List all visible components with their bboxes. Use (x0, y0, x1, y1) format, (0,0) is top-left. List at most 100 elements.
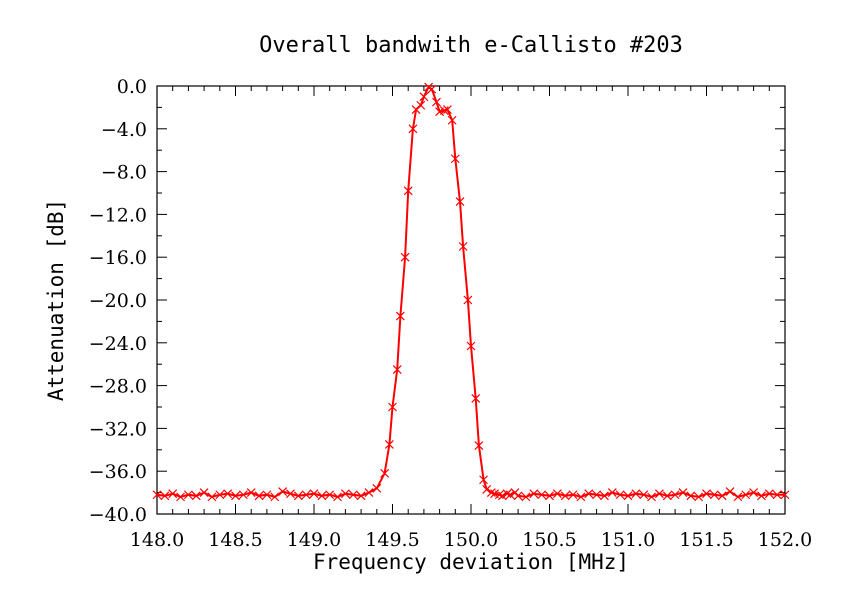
data-point (199, 488, 209, 498)
data-point (160, 491, 170, 501)
data-point (439, 106, 449, 116)
y-tick-label: −28.0 (89, 376, 147, 398)
chart-title: Overall bandwith e-Callisto #203 (259, 33, 683, 58)
y-tick-label: −8.0 (101, 162, 147, 184)
x-tick-label: 152.0 (758, 529, 812, 551)
data-point (207, 492, 217, 502)
data-point (278, 487, 288, 496)
data-point (466, 341, 476, 351)
data-point (725, 487, 735, 496)
data-point (568, 490, 578, 500)
data-point (380, 468, 390, 478)
axis-ticks (156, 85, 786, 515)
data-point (772, 490, 782, 500)
data-point (615, 490, 625, 500)
data-point (584, 489, 594, 499)
data-point (340, 489, 350, 499)
x-tick-label: 151.5 (679, 529, 733, 551)
data-point (416, 100, 426, 110)
data-point (639, 490, 649, 500)
data-point (529, 489, 539, 499)
data-point (733, 492, 743, 502)
data-point (552, 489, 562, 499)
y-tick-label: 0.0 (117, 76, 147, 98)
data-point (231, 491, 240, 501)
data-point (458, 242, 468, 251)
x-tick-label: 149.5 (365, 529, 419, 551)
data-point (764, 489, 774, 499)
data-point (662, 491, 672, 501)
data-point (654, 489, 664, 499)
data-point (780, 490, 790, 500)
data-point (479, 475, 488, 485)
data-point (670, 490, 680, 500)
data-point (623, 491, 633, 501)
data-point (447, 115, 457, 125)
data-point (270, 492, 280, 502)
data-point (254, 491, 264, 501)
data-point (717, 491, 727, 501)
series-markers (152, 82, 790, 502)
data-point (427, 84, 437, 94)
data-point (176, 492, 185, 502)
data-point (348, 490, 358, 500)
data-point (647, 492, 656, 502)
data-point (702, 489, 711, 499)
data-point (749, 488, 759, 498)
data-point (471, 394, 481, 403)
y-tick-label: −16.0 (89, 247, 147, 269)
plot-frame (156, 85, 786, 515)
data-point (757, 491, 766, 501)
data-point (262, 490, 272, 500)
data-point (293, 491, 303, 501)
data-point (592, 490, 602, 500)
y-tick-label: −36.0 (89, 461, 147, 483)
data-point (474, 441, 484, 450)
data-point (600, 491, 609, 501)
data-point (388, 402, 397, 412)
data-point (537, 490, 547, 500)
data-point (372, 483, 382, 493)
x-axis-label: Frequency deviation [MHz] (313, 550, 629, 574)
x-tick-label: 151.0 (601, 529, 655, 551)
data-point (545, 491, 554, 501)
data-point (741, 490, 751, 500)
y-axis-label: Attenuation [dB] (44, 199, 68, 401)
data-point (443, 105, 452, 114)
data-point (432, 97, 441, 107)
data-point (497, 491, 507, 501)
data-point (408, 124, 418, 134)
data-point (325, 490, 335, 500)
data-point (694, 492, 704, 502)
data-point (494, 490, 504, 500)
data-point (419, 92, 429, 102)
data-point (403, 186, 413, 196)
data-point (384, 440, 394, 449)
data-point (223, 489, 233, 499)
data-point (286, 489, 295, 499)
data-point (686, 491, 696, 501)
data-point (183, 490, 193, 500)
x-tick-label: 148.0 (130, 529, 184, 551)
data-point (505, 490, 515, 500)
data-point (576, 492, 586, 502)
y-tick-label: −12.0 (89, 204, 147, 226)
data-point (502, 489, 512, 499)
data-point (400, 252, 410, 262)
data-point (392, 365, 402, 374)
y-tick-label: −24.0 (89, 333, 147, 355)
data-point (364, 488, 374, 498)
data-point (709, 490, 719, 500)
data-point (450, 154, 460, 164)
data-point (560, 491, 570, 501)
axis-tick-labels: 148.0 148.5 149.0 149.5 150.0 150.5 151.0 151.5… (89, 76, 812, 551)
data-point (301, 490, 311, 500)
y-tick-label: −20.0 (89, 290, 147, 312)
x-tick-label: 150.0 (444, 529, 498, 551)
data-point (333, 492, 342, 502)
data-point (521, 492, 531, 502)
data-point (356, 491, 366, 501)
y-tick-label: −4.0 (101, 119, 147, 141)
data-point (317, 491, 327, 501)
